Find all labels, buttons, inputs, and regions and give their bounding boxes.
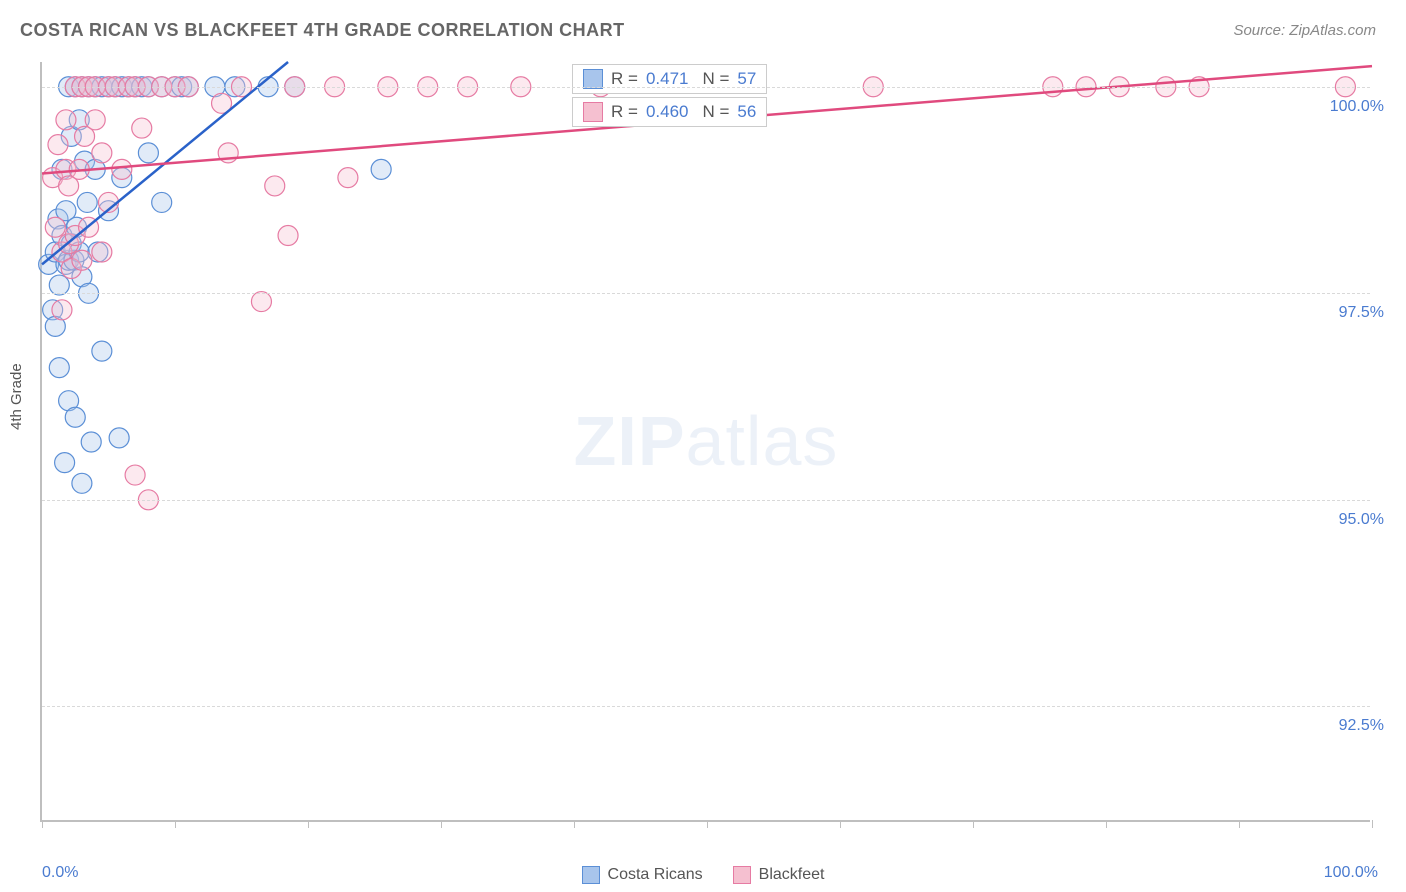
swatch-series2 (583, 102, 603, 122)
scatter-point (55, 453, 75, 473)
source-text: Source: ZipAtlas.com (1233, 22, 1376, 39)
x-tick (707, 820, 708, 828)
scatter-point (49, 358, 69, 378)
scatter-point (56, 110, 76, 130)
scatter-point (92, 242, 112, 262)
scatter-point (371, 159, 391, 179)
scatter-point (72, 250, 92, 270)
chart-title: COSTA RICAN VS BLACKFEET 4TH GRADE CORRE… (20, 20, 625, 41)
legend-label-series2: Blackfeet (759, 866, 825, 884)
scatter-point (65, 407, 85, 427)
scatter-point (265, 176, 285, 196)
scatter-point (109, 428, 129, 448)
scatter-point (81, 432, 101, 452)
legend-item-series1: Costa Ricans (582, 866, 703, 884)
x-tick (1106, 820, 1107, 828)
y-tick-label: 92.5% (1339, 717, 1384, 735)
legend-label-series1: Costa Ricans (608, 866, 703, 884)
x-tick (973, 820, 974, 828)
x-tick (175, 820, 176, 828)
y-tick-label: 97.5% (1339, 304, 1384, 322)
y-tick-label: 95.0% (1339, 511, 1384, 529)
scatter-point (48, 135, 68, 155)
scatter-point (72, 473, 92, 493)
scatter-point (138, 143, 158, 163)
gridline-h (42, 500, 1370, 501)
x-tick (574, 820, 575, 828)
scatter-point (251, 292, 271, 312)
n-value-series2: 56 (737, 102, 756, 122)
scatter-point (45, 217, 65, 237)
scatter-point (85, 110, 105, 130)
y-tick-label: 100.0% (1330, 98, 1384, 116)
x-tick (42, 820, 43, 828)
x-tick (441, 820, 442, 828)
scatter-point (77, 192, 97, 212)
scatter-point (132, 118, 152, 138)
scatter-point (125, 465, 145, 485)
stats-box-series1: R = 0.471 N = 57 (572, 64, 767, 94)
scatter-point (338, 168, 358, 188)
r-label: R = (611, 102, 638, 122)
n-label: N = (702, 102, 729, 122)
legend: Costa Ricans Blackfeet (0, 866, 1406, 884)
scatter-point (52, 300, 72, 320)
scatter-point (92, 341, 112, 361)
gridline-h (42, 706, 1370, 707)
x-tick (840, 820, 841, 828)
y-axis-label: 4th Grade (8, 363, 25, 430)
gridline-h (42, 87, 1370, 88)
plot-area: ZIPatlas R = 0.471 N = 57 R = 0.460 N = … (40, 62, 1370, 822)
scatter-point (112, 159, 132, 179)
x-tick (308, 820, 309, 828)
x-tick (1372, 820, 1373, 828)
legend-item-series2: Blackfeet (733, 866, 825, 884)
x-tick-label-max: 100.0% (1324, 864, 1378, 882)
legend-swatch-series2 (733, 866, 751, 884)
stats-box-series2: R = 0.460 N = 56 (572, 97, 767, 127)
scatter-point (49, 275, 69, 295)
x-tick (1239, 820, 1240, 828)
r-value-series2: 0.460 (646, 102, 689, 122)
legend-swatch-series1 (582, 866, 600, 884)
scatter-point (278, 225, 298, 245)
x-tick-label-min: 0.0% (42, 864, 78, 882)
scatter-point (92, 143, 112, 163)
gridline-h (42, 293, 1370, 294)
scatter-point (152, 192, 172, 212)
